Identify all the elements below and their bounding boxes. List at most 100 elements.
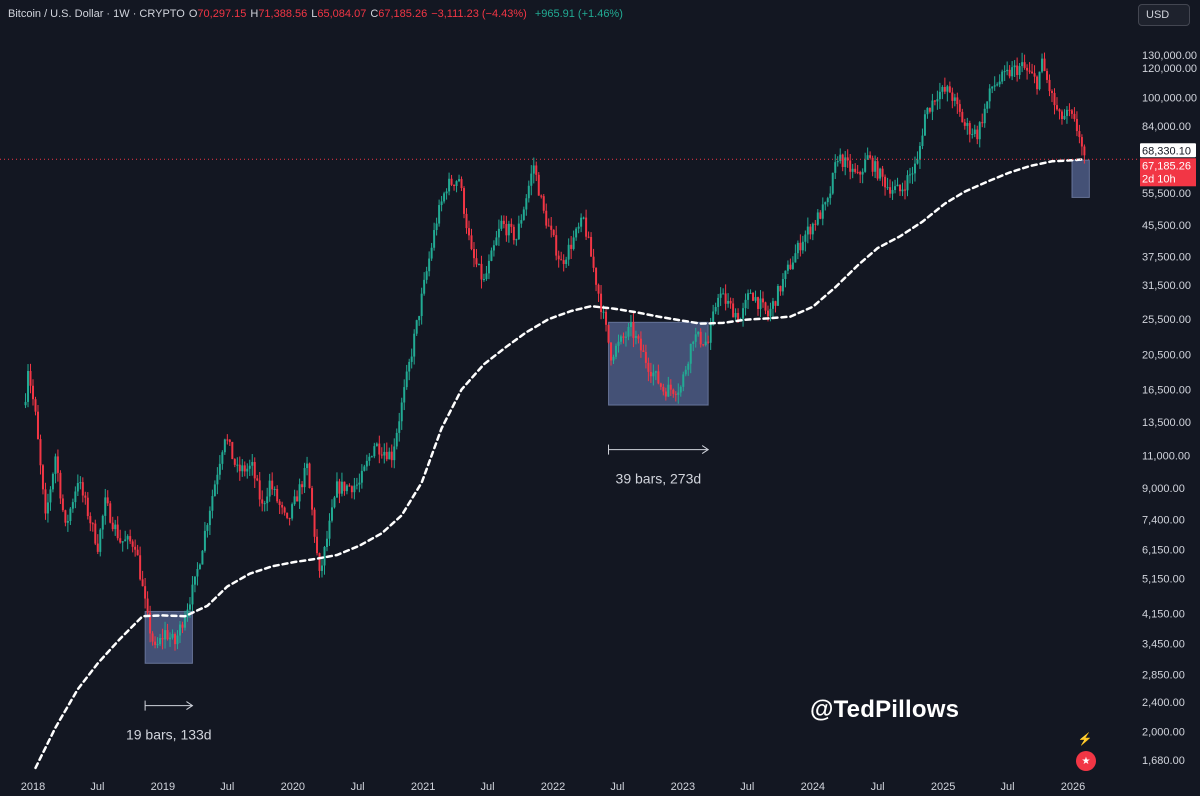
candle-body: [248, 465, 251, 469]
candle-body: [824, 202, 827, 205]
candle: [216, 467, 219, 495]
candle: [136, 544, 139, 556]
candle: [89, 512, 92, 532]
y-tick-label: 5,150.00: [1142, 573, 1185, 585]
candle-body: [340, 481, 343, 494]
candle: [273, 486, 276, 497]
candle-body: [582, 217, 585, 219]
candle-body: [652, 372, 655, 377]
candle: [908, 167, 911, 184]
candle: [191, 576, 194, 612]
candle-body: [527, 185, 530, 199]
candle-body: [306, 463, 309, 469]
candle: [41, 464, 44, 495]
candle: [345, 484, 348, 495]
candle: [32, 379, 34, 406]
open-value: 70,297.15: [197, 8, 247, 20]
candle: [871, 155, 874, 177]
candle: [978, 121, 981, 148]
candle-body: [171, 634, 174, 638]
candle: [129, 529, 132, 544]
candle: [851, 163, 854, 179]
candle-body: [420, 293, 423, 317]
candle-body: [988, 88, 991, 102]
candle: [34, 396, 37, 416]
candle-body: [61, 498, 64, 511]
candle-body: [383, 451, 386, 456]
candle: [236, 457, 239, 473]
candle: [682, 371, 685, 392]
candle-body: [318, 553, 321, 571]
candle-body: [333, 497, 336, 508]
candle: [562, 254, 565, 272]
us-flag-icon[interactable]: ★: [1076, 751, 1096, 771]
candle: [811, 222, 814, 241]
currency-button[interactable]: USD: [1138, 4, 1190, 26]
candle: [109, 500, 112, 524]
candle: [1038, 71, 1041, 91]
candle: [776, 284, 779, 306]
candle-body: [697, 331, 700, 335]
candle-body: [874, 161, 877, 172]
candle: [961, 108, 964, 123]
candle: [1031, 63, 1034, 74]
candle: [771, 297, 774, 318]
candle-body: [258, 480, 261, 500]
candle-body: [908, 174, 911, 176]
candle-body: [794, 253, 797, 263]
y-tick-label: 4,150.00: [1142, 608, 1185, 620]
candle: [590, 232, 593, 257]
y-tick-label: 11,000.00: [1142, 450, 1190, 462]
candle: [592, 248, 595, 273]
candle-body: [1080, 137, 1083, 147]
candle: [515, 238, 518, 246]
candle: [913, 156, 916, 182]
candle: [779, 285, 782, 296]
candle: [846, 149, 849, 168]
candle: [24, 393, 27, 409]
lightning-icon[interactable]: ⚡: [1077, 732, 1093, 746]
candle: [634, 330, 637, 345]
candle-body: [256, 478, 259, 481]
candle: [886, 177, 889, 190]
candle-body: [134, 546, 137, 550]
candle-body: [861, 171, 864, 175]
candle: [774, 300, 777, 313]
candle-body: [443, 193, 446, 202]
candle-body: [169, 637, 172, 640]
candle-body: [906, 175, 909, 191]
candle-body: [316, 536, 319, 554]
candle: [834, 154, 837, 180]
candle-body: [116, 524, 119, 539]
candle: [587, 231, 590, 239]
candle: [286, 512, 289, 520]
candle: [470, 228, 473, 251]
candle-body: [560, 259, 563, 261]
candle: [1033, 65, 1036, 84]
candle: [971, 128, 974, 139]
candle-body: [335, 481, 338, 498]
candle-body: [627, 326, 630, 337]
candle: [101, 514, 104, 539]
candle: [445, 188, 448, 200]
candle-body: [119, 538, 122, 543]
candle: [512, 224, 515, 245]
candle: [854, 163, 857, 174]
candle-body: [69, 508, 72, 522]
candle: [218, 455, 221, 480]
candle: [56, 449, 59, 482]
candle: [74, 486, 77, 509]
candle: [340, 472, 343, 497]
candle-body: [328, 520, 331, 539]
candle: [983, 103, 986, 128]
candle-body: [101, 515, 104, 530]
candle-body: [368, 456, 371, 461]
candle: [560, 251, 563, 261]
candle: [91, 522, 94, 532]
y-tick-label: 20,500.00: [1142, 349, 1191, 361]
candle-body: [694, 334, 697, 342]
candle-body: [933, 100, 936, 102]
candle: [81, 477, 84, 503]
candle: [186, 603, 189, 622]
